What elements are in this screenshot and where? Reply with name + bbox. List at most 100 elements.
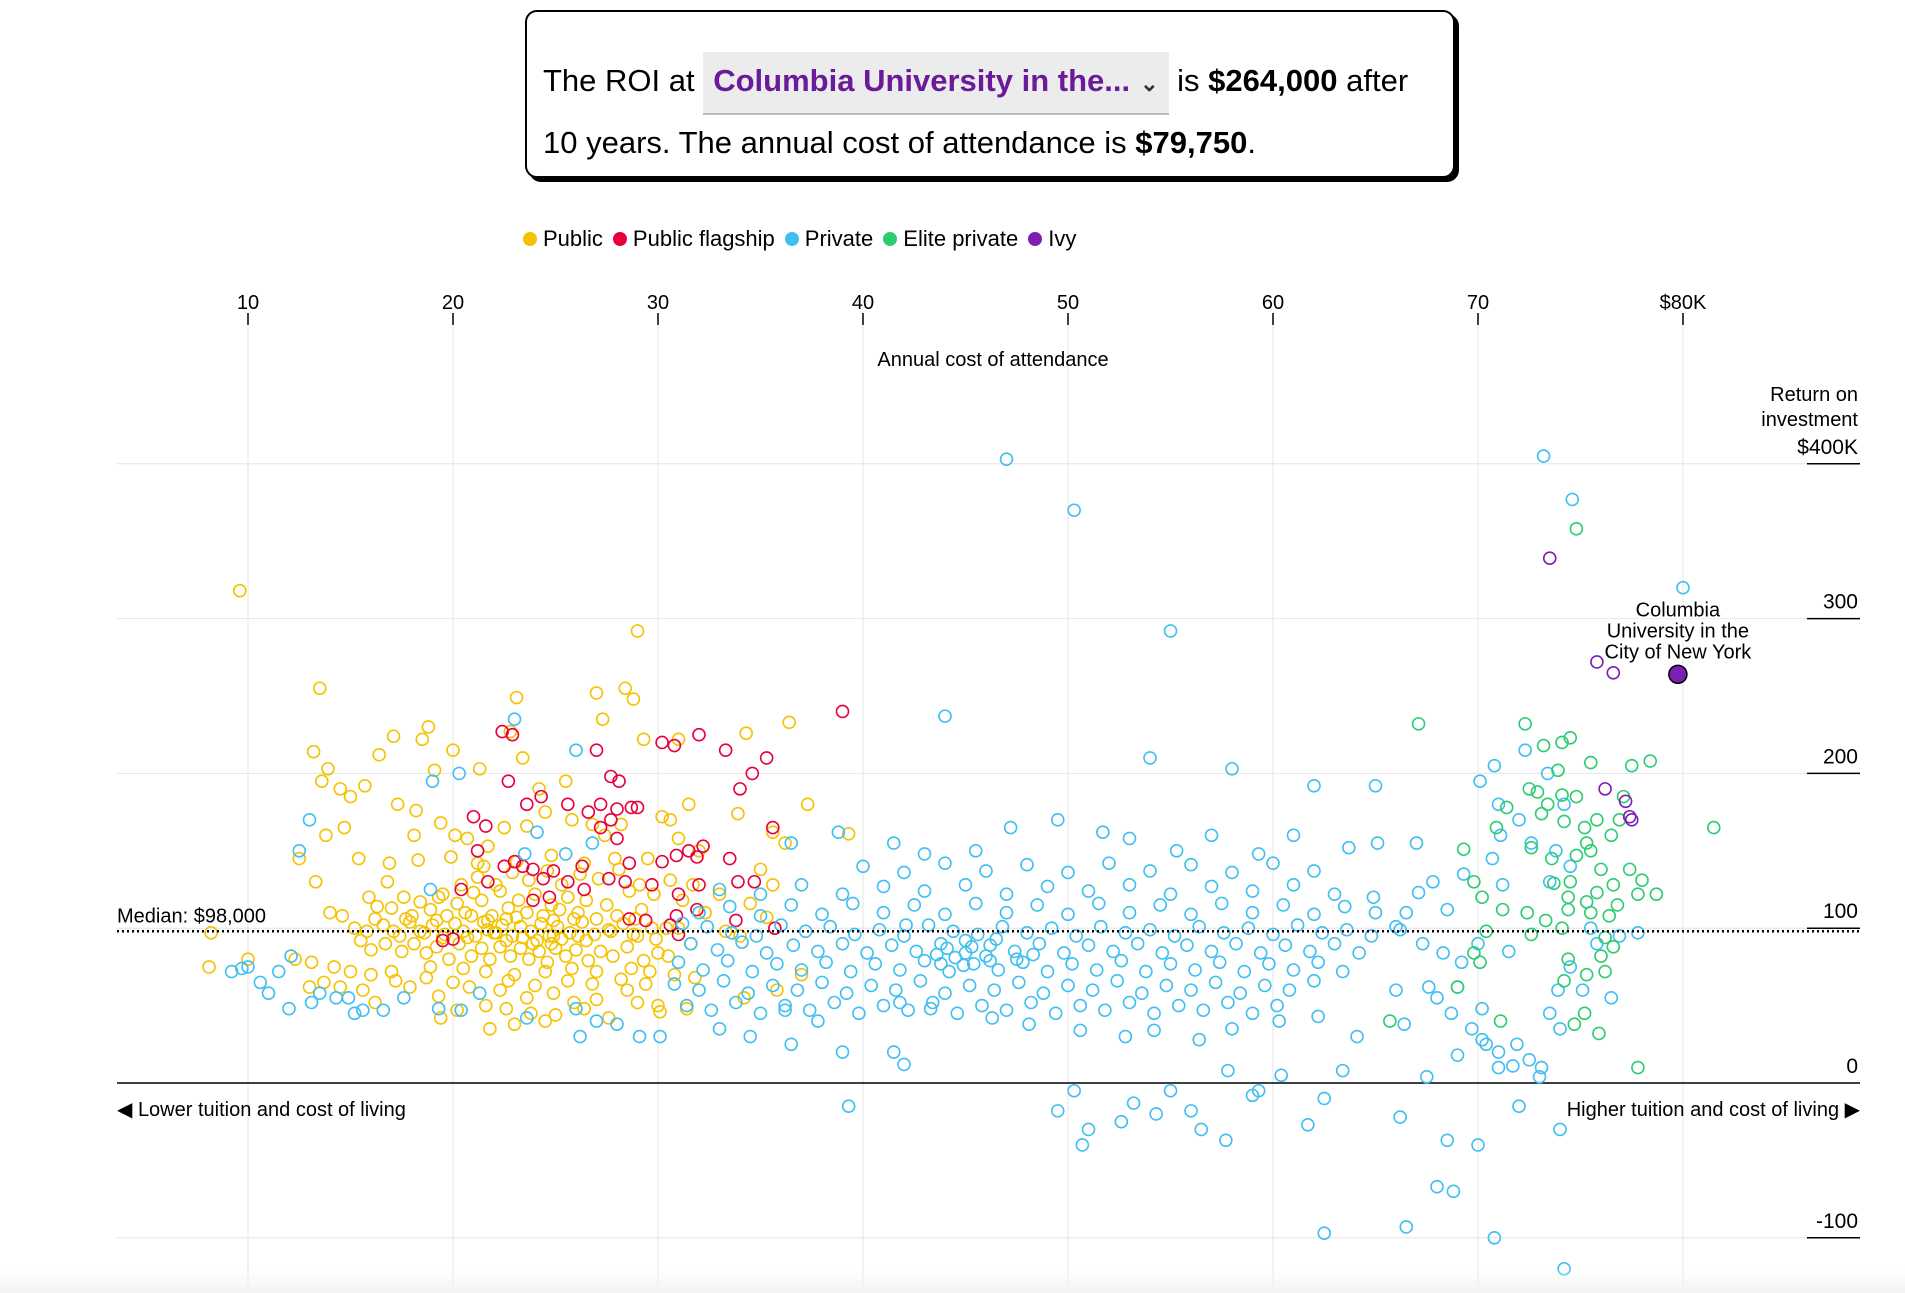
data-point-public[interactable] bbox=[526, 936, 540, 951]
data-point-private[interactable] bbox=[704, 1003, 719, 1018]
data-point-private[interactable] bbox=[1048, 1006, 1063, 1021]
data-point-private[interactable] bbox=[1532, 1070, 1547, 1084]
data-point-private[interactable] bbox=[934, 957, 948, 971]
data-point-public[interactable] bbox=[474, 941, 489, 956]
data-point-public[interactable] bbox=[743, 896, 758, 911]
data-point-public[interactable] bbox=[481, 913, 495, 928]
data-point-private[interactable] bbox=[1446, 1184, 1461, 1199]
data-point-private[interactable] bbox=[819, 955, 833, 970]
data-point-private[interactable] bbox=[1098, 1003, 1112, 1018]
data-point-private[interactable] bbox=[1553, 1022, 1567, 1036]
data-point-public[interactable] bbox=[468, 929, 483, 943]
data-point-public[interactable] bbox=[382, 856, 397, 870]
data-point-private[interactable] bbox=[1485, 851, 1500, 866]
data-point-elite-private[interactable] bbox=[1518, 717, 1532, 731]
data-point-public-flagship[interactable] bbox=[718, 743, 733, 757]
data-point-public-flagship[interactable] bbox=[575, 859, 589, 874]
data-point-private[interactable] bbox=[991, 963, 1006, 977]
data-point-private[interactable] bbox=[823, 919, 838, 934]
data-point-public[interactable] bbox=[638, 977, 653, 991]
data-point-private[interactable] bbox=[917, 847, 932, 861]
data-point-private[interactable] bbox=[589, 1014, 604, 1028]
data-point-private[interactable] bbox=[923, 1001, 938, 1016]
data-point-public[interactable] bbox=[532, 944, 546, 959]
data-point-elite-private[interactable] bbox=[1590, 885, 1604, 900]
data-point-public[interactable] bbox=[394, 944, 409, 959]
data-point-private[interactable] bbox=[1050, 813, 1065, 827]
data-point-private[interactable] bbox=[876, 998, 891, 1013]
data-point-public[interactable] bbox=[499, 912, 514, 926]
data-point-private[interactable] bbox=[1067, 1083, 1081, 1098]
data-point-private[interactable] bbox=[1444, 1006, 1459, 1021]
data-point-public-flagship[interactable] bbox=[690, 902, 704, 917]
data-point-elite-private[interactable] bbox=[1590, 813, 1604, 827]
data-point-private[interactable] bbox=[921, 918, 936, 932]
data-point-public-flagship[interactable] bbox=[638, 913, 653, 928]
data-point-public[interactable] bbox=[474, 893, 489, 908]
data-point-public[interactable] bbox=[649, 932, 663, 946]
data-point-elite-private[interactable] bbox=[1450, 980, 1465, 994]
data-point-ivy[interactable] bbox=[1598, 782, 1612, 796]
data-point-private[interactable] bbox=[1565, 492, 1580, 507]
data-point-private[interactable] bbox=[987, 983, 1002, 997]
data-point-public-flagship[interactable] bbox=[481, 874, 495, 889]
data-point-private[interactable] bbox=[884, 938, 899, 953]
data-point-public[interactable] bbox=[454, 878, 469, 892]
data-point-elite-private[interactable] bbox=[1606, 878, 1621, 892]
data-point-public-flagship[interactable] bbox=[560, 874, 575, 889]
data-point-public[interactable] bbox=[370, 899, 384, 914]
data-point-public[interactable] bbox=[571, 929, 585, 943]
data-point-private[interactable] bbox=[1393, 1110, 1407, 1124]
data-point-public[interactable] bbox=[528, 978, 542, 993]
data-point-private[interactable] bbox=[790, 983, 805, 997]
data-point-public-flagship[interactable] bbox=[692, 878, 706, 892]
data-point-private[interactable] bbox=[667, 977, 682, 991]
data-point-public-flagship[interactable] bbox=[690, 850, 704, 864]
data-point-public[interactable] bbox=[794, 967, 809, 982]
data-point-private[interactable] bbox=[1393, 922, 1407, 937]
data-point-elite-private[interactable] bbox=[1598, 930, 1612, 945]
data-point-private[interactable] bbox=[1149, 1107, 1163, 1121]
data-point-private[interactable] bbox=[716, 974, 731, 988]
data-point-private[interactable] bbox=[376, 1003, 391, 1018]
data-point-private[interactable] bbox=[827, 995, 842, 1010]
data-point-public[interactable] bbox=[538, 805, 553, 819]
data-point-public-flagship[interactable] bbox=[645, 878, 659, 892]
data-point-public-flagship[interactable] bbox=[835, 704, 850, 719]
data-point-private[interactable] bbox=[1337, 899, 1352, 914]
data-point-private[interactable] bbox=[1251, 847, 1266, 861]
data-point-private[interactable] bbox=[999, 452, 1014, 466]
data-point-public[interactable] bbox=[698, 905, 712, 920]
data-point-public[interactable] bbox=[620, 983, 635, 997]
data-point-public[interactable] bbox=[608, 851, 622, 866]
data-point-public[interactable] bbox=[304, 955, 319, 970]
data-point-public-flagship[interactable] bbox=[536, 871, 551, 886]
data-point-public[interactable] bbox=[567, 912, 581, 926]
data-point-public[interactable] bbox=[558, 774, 573, 788]
data-point-private[interactable] bbox=[1204, 828, 1219, 843]
data-point-private[interactable] bbox=[700, 919, 715, 934]
data-point-public[interactable] bbox=[538, 1014, 553, 1028]
data-point-public[interactable] bbox=[204, 926, 218, 940]
data-point-private[interactable] bbox=[831, 825, 846, 840]
data-point-private[interactable] bbox=[1094, 919, 1108, 934]
data-point-private[interactable] bbox=[852, 1006, 866, 1021]
data-point-elite-private[interactable] bbox=[1631, 1060, 1645, 1075]
data-point-private[interactable] bbox=[815, 975, 829, 990]
data-point-public[interactable] bbox=[712, 887, 727, 901]
data-point-private[interactable] bbox=[1471, 1138, 1485, 1152]
data-point-public-flagship[interactable] bbox=[759, 751, 774, 765]
data-point-public[interactable] bbox=[464, 909, 479, 923]
data-point-private[interactable] bbox=[241, 960, 255, 974]
data-point-elite-private[interactable] bbox=[1567, 1017, 1582, 1031]
data-point-public-flagship[interactable] bbox=[733, 782, 747, 796]
data-point-public[interactable] bbox=[433, 816, 448, 830]
data-point-private[interactable] bbox=[802, 1003, 817, 1018]
data-point-private[interactable] bbox=[942, 964, 956, 979]
data-point-private[interactable] bbox=[292, 843, 307, 858]
data-point-public[interactable] bbox=[642, 964, 657, 979]
data-point-private[interactable] bbox=[1159, 978, 1174, 993]
data-point-public[interactable] bbox=[413, 895, 428, 909]
data-point-private[interactable] bbox=[1110, 974, 1124, 988]
data-point-private[interactable] bbox=[1096, 825, 1110, 840]
